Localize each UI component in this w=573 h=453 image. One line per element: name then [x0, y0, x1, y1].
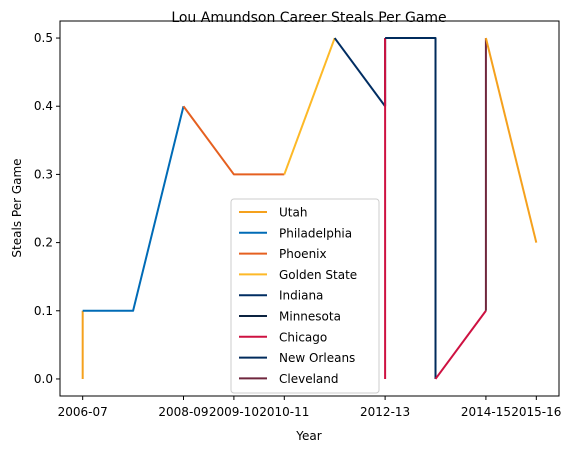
legend-label: New Orleans: [279, 351, 355, 365]
y-tick-label: 0.5: [34, 31, 53, 45]
x-tick-label: 2015-16: [511, 405, 561, 419]
y-tick-label: 0.1: [34, 304, 53, 318]
y-tick-label: 0.2: [34, 236, 53, 250]
series-line-golden-state-3: [283, 37, 336, 175]
x-tick-label: 2006-07: [58, 405, 108, 419]
series-line-indiana-4: [333, 37, 386, 107]
series-layer: [81, 37, 538, 380]
y-tick-label: 0.4: [34, 99, 53, 113]
legend-label: Indiana: [279, 289, 323, 303]
series-line-utah-10: [484, 37, 538, 243]
series-line-philadelphia-1: [82, 105, 185, 312]
chart-title: Lou Amundson Career Steals Per Game: [171, 10, 446, 26]
x-tick-label: 2009-10: [209, 405, 259, 419]
y-axis: 0.0 0.1 0.2 0.3 0.4 0.5: [34, 31, 60, 386]
legend-label: Utah: [279, 206, 307, 220]
y-tick-label: 0.0: [34, 372, 53, 386]
legend-label: Cleveland: [279, 372, 339, 386]
legend-label: Phoenix: [279, 247, 327, 261]
series-line-phoenix-2: [182, 105, 285, 176]
legend-box: [230, 198, 380, 394]
x-tick-label: 2008-09: [158, 405, 208, 419]
series-line-chicago-8: [434, 310, 487, 380]
x-tick-label: 2010-11: [259, 405, 309, 419]
y-tick-label: 0.3: [34, 167, 53, 181]
legend-label: Philadelphia: [279, 226, 352, 240]
x-tick-label: 2014-15: [461, 405, 511, 419]
y-axis-label: Steals Per Game: [10, 158, 24, 257]
legend: Utah Philadelphia Phoenix Golden State India…: [230, 198, 380, 394]
series-line-new-orleans-7: [385, 37, 437, 379]
plot-frame: [59, 20, 560, 397]
x-axis: 2006-07 2008-09 2009-10 2010-11 2012-13 2014-…: [58, 396, 561, 419]
x-axis-label: Year: [295, 429, 321, 443]
legend-label: Chicago: [279, 330, 327, 344]
legend-label: Minnesota: [279, 310, 341, 324]
legend-label: Golden State: [279, 268, 357, 282]
x-tick-label: 2012-13: [360, 405, 410, 419]
